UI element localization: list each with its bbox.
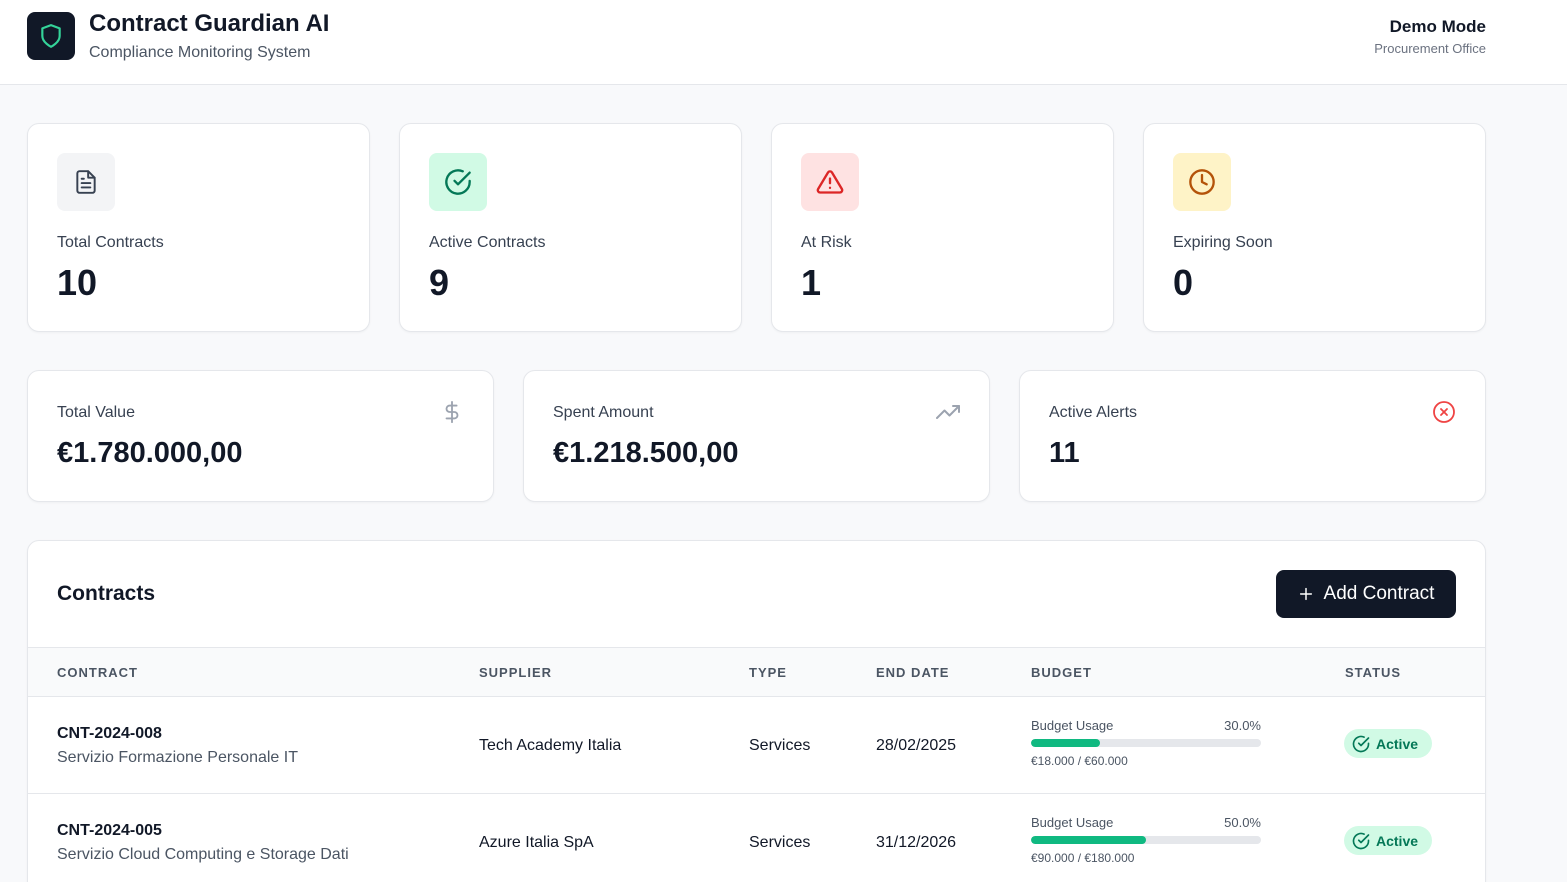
mode-label: Demo Mode xyxy=(1389,17,1486,36)
budget-cell: Budget Usage 30.0% €18.000 / €60.000 xyxy=(1031,718,1261,768)
trending-up-icon xyxy=(936,400,960,424)
column-header-end-date[interactable]: END DATE xyxy=(876,665,950,680)
end-date-cell: 31/12/2026 xyxy=(876,834,957,851)
budget-progress-bar xyxy=(1031,739,1261,747)
summary-card-active-alerts: Active Alerts 11 xyxy=(1019,370,1486,502)
check-circle-icon xyxy=(1352,735,1370,752)
summary-label: Total Value xyxy=(57,404,135,421)
budget-progress-bar xyxy=(1031,836,1261,844)
column-header-status[interactable]: STATUS xyxy=(1345,665,1402,680)
warning-triangle-icon xyxy=(801,153,859,211)
budget-usage-percent: 50.0% xyxy=(1224,815,1261,830)
summary-value: 11 xyxy=(1049,437,1080,469)
document-icon xyxy=(57,153,115,211)
contracts-title: Contracts xyxy=(57,582,156,605)
budget-progress-fill xyxy=(1031,739,1100,747)
stat-label: At Risk xyxy=(801,234,852,251)
type-cell: Services xyxy=(749,834,811,851)
stat-card-total-contracts: Total Contracts 10 xyxy=(27,123,370,332)
summary-card-total-value: Total Value €1.780.000,00 xyxy=(27,370,494,502)
table-row[interactable]: CNT-2024-005 Servizio Cloud Computing e … xyxy=(28,794,1485,882)
x-circle-icon xyxy=(1432,400,1456,424)
column-header-type[interactable]: TYPE xyxy=(749,665,787,680)
type-cell: Services xyxy=(749,737,811,754)
add-contract-label: Add Contract xyxy=(1323,583,1435,604)
office-label: Procurement Office xyxy=(1374,41,1486,56)
status-label: Active xyxy=(1376,735,1419,752)
status-badge: Active xyxy=(1344,729,1433,758)
summary-card-spent-amount: Spent Amount €1.218.500,00 xyxy=(523,370,990,502)
contract-name: Servizio Cloud Computing e Storage Dati xyxy=(57,846,349,863)
dollar-icon xyxy=(440,400,464,424)
summary-value: €1.780.000,00 xyxy=(57,437,243,469)
summary-label: Spent Amount xyxy=(553,404,654,421)
budget-usage-label: Budget Usage xyxy=(1031,718,1114,733)
stat-label: Expiring Soon xyxy=(1173,234,1273,251)
end-date-cell: 28/02/2025 xyxy=(876,737,957,754)
check-circle-icon xyxy=(429,153,487,211)
contracts-panel: Contracts Add Contract CONTRACT SUPPLIER… xyxy=(27,540,1486,882)
stat-value: 9 xyxy=(429,262,450,303)
app-subtitle: Compliance Monitoring System xyxy=(89,44,311,61)
budget-amount: €18.000 / €60.000 xyxy=(1031,754,1128,768)
status-badge: Active xyxy=(1344,826,1433,855)
budget-cell: Budget Usage 50.0% €90.000 / €180.000 xyxy=(1031,815,1261,865)
column-header-supplier[interactable]: SUPPLIER xyxy=(479,665,553,680)
stat-value: 10 xyxy=(57,262,98,303)
app-title: Contract Guardian AI xyxy=(89,10,330,37)
status-label: Active xyxy=(1376,832,1419,849)
budget-usage-percent: 30.0% xyxy=(1224,718,1261,733)
contract-name: Servizio Formazione Personale IT xyxy=(57,749,298,766)
stat-value: 1 xyxy=(801,262,822,303)
contract-id: CNT-2024-008 xyxy=(57,725,162,742)
column-header-contract[interactable]: CONTRACT xyxy=(57,665,138,680)
shield-logo-icon xyxy=(27,12,75,60)
budget-amount: €90.000 / €180.000 xyxy=(1031,851,1135,865)
contract-id: CNT-2024-005 xyxy=(57,822,162,839)
stat-card-active-contracts: Active Contracts 9 xyxy=(399,123,742,332)
stat-value: 0 xyxy=(1173,262,1194,303)
plus-icon xyxy=(1299,587,1312,601)
add-contract-button[interactable]: Add Contract xyxy=(1276,570,1456,618)
budget-progress-fill xyxy=(1031,836,1146,844)
column-header-budget[interactable]: BUDGET xyxy=(1031,665,1092,680)
stat-card-at-risk: At Risk 1 xyxy=(771,123,1114,332)
table-row[interactable]: CNT-2024-008 Servizio Formazione Persona… xyxy=(28,697,1485,794)
app-header: Contract Guardian AI Compliance Monitori… xyxy=(0,0,1567,85)
budget-usage-label: Budget Usage xyxy=(1031,815,1114,830)
stat-label: Total Contracts xyxy=(57,234,164,251)
check-circle-icon xyxy=(1352,832,1370,849)
stat-label: Active Contracts xyxy=(429,234,546,251)
table-header: CONTRACT SUPPLIER TYPE END DATE BUDGET S… xyxy=(28,647,1485,697)
supplier-cell: Azure Italia SpA xyxy=(479,834,594,851)
clock-icon xyxy=(1173,153,1231,211)
supplier-cell: Tech Academy Italia xyxy=(479,737,622,754)
summary-label: Active Alerts xyxy=(1049,404,1138,421)
summary-value: €1.218.500,00 xyxy=(553,437,739,469)
stat-card-expiring-soon: Expiring Soon 0 xyxy=(1143,123,1486,332)
